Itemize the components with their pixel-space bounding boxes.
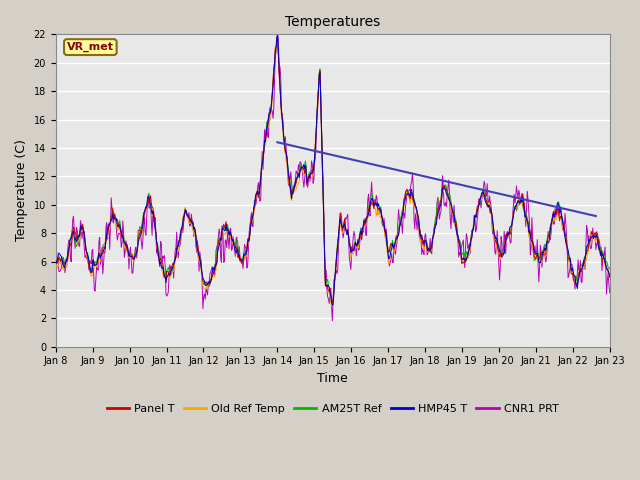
- HMP45 T: [418, 232, 426, 238]
- Panel T: [418, 235, 426, 240]
- CNR1 PRT: [204, 281, 212, 287]
- Panel T: [52, 257, 60, 263]
- AM25T Ref: [328, 302, 336, 308]
- HMP45 T: [606, 274, 614, 280]
- HMP45 T: [52, 262, 60, 267]
- Panel T: [606, 274, 614, 279]
- CNR1 PRT: [119, 218, 127, 224]
- Old Ref Temp: [418, 235, 426, 240]
- Old Ref Temp: [402, 195, 410, 201]
- Line: Old Ref Temp: Old Ref Temp: [56, 40, 610, 306]
- Old Ref Temp: [274, 37, 282, 43]
- CNR1 PRT: [175, 243, 183, 249]
- CNR1 PRT: [418, 252, 426, 257]
- AM25T Ref: [402, 190, 410, 196]
- Old Ref Temp: [62, 262, 70, 268]
- Legend: Panel T, Old Ref Temp, AM25T Ref, HMP45 T, CNR1 PRT: Panel T, Old Ref Temp, AM25T Ref, HMP45 …: [102, 399, 563, 418]
- Panel T: [119, 232, 127, 238]
- AM25T Ref: [62, 256, 70, 262]
- Panel T: [328, 300, 336, 305]
- Panel T: [175, 240, 183, 245]
- HMP45 T: [119, 234, 127, 240]
- AM25T Ref: [418, 234, 426, 240]
- AM25T Ref: [175, 238, 183, 243]
- Panel T: [62, 259, 70, 264]
- CNR1 PRT: [52, 240, 60, 245]
- CNR1 PRT: [62, 262, 70, 268]
- CNR1 PRT: [402, 203, 410, 209]
- Panel T: [273, 35, 281, 40]
- Title: Temperatures: Temperatures: [285, 15, 380, 29]
- Text: VR_met: VR_met: [67, 42, 114, 52]
- HMP45 T: [402, 194, 410, 200]
- AM25T Ref: [606, 266, 614, 272]
- HMP45 T: [175, 238, 183, 243]
- Line: AM25T Ref: AM25T Ref: [56, 39, 610, 305]
- Line: HMP45 T: HMP45 T: [56, 36, 610, 306]
- AM25T Ref: [204, 283, 212, 289]
- Line: CNR1 PRT: CNR1 PRT: [56, 35, 610, 321]
- Old Ref Temp: [328, 303, 335, 309]
- Panel T: [402, 189, 410, 194]
- HMP45 T: [204, 279, 212, 285]
- CNR1 PRT: [274, 32, 282, 37]
- Y-axis label: Temperature (C): Temperature (C): [15, 140, 28, 241]
- HMP45 T: [274, 33, 282, 38]
- Old Ref Temp: [119, 236, 127, 242]
- Old Ref Temp: [204, 282, 212, 288]
- Line: Panel T: Panel T: [56, 37, 610, 302]
- HMP45 T: [62, 259, 70, 264]
- CNR1 PRT: [606, 289, 614, 295]
- AM25T Ref: [274, 36, 282, 42]
- CNR1 PRT: [328, 318, 336, 324]
- AM25T Ref: [52, 260, 60, 265]
- Old Ref Temp: [606, 274, 614, 279]
- Old Ref Temp: [52, 261, 60, 266]
- Old Ref Temp: [175, 242, 183, 248]
- HMP45 T: [328, 303, 336, 309]
- X-axis label: Time: Time: [317, 372, 348, 385]
- Panel T: [204, 282, 212, 288]
- AM25T Ref: [119, 235, 127, 240]
